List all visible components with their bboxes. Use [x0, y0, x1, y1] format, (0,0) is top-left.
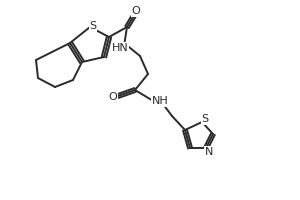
Text: HN: HN	[112, 43, 128, 53]
Text: S: S	[89, 21, 97, 31]
Text: N: N	[205, 147, 213, 157]
Text: NH: NH	[152, 96, 168, 106]
Text: O: O	[109, 92, 117, 102]
Text: O: O	[132, 6, 140, 16]
Text: S: S	[201, 114, 208, 124]
